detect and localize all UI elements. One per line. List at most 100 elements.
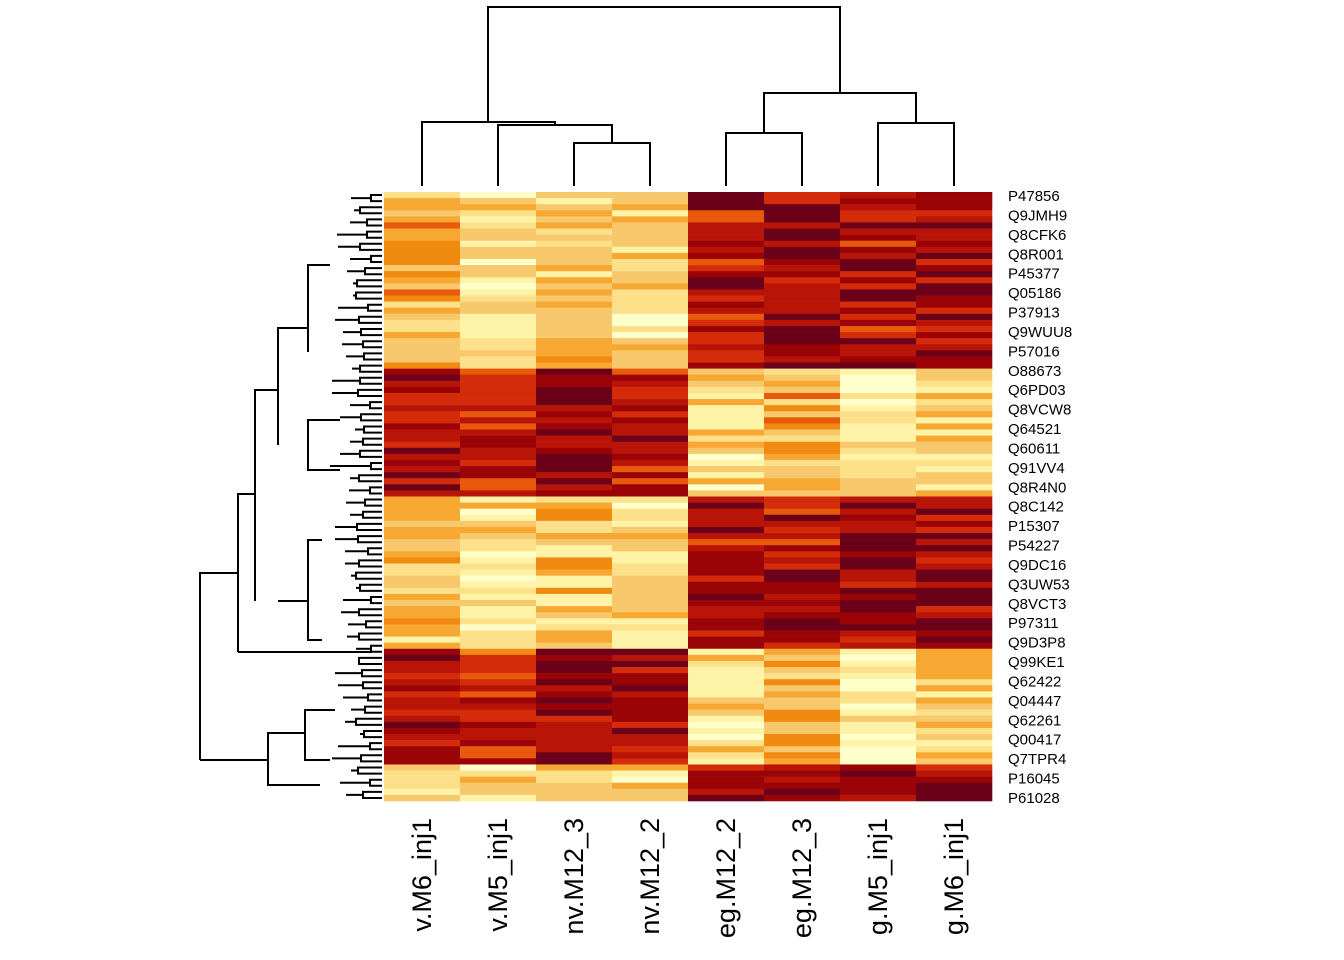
heatmap-cell	[916, 642, 993, 650]
heatmap-cell	[688, 222, 765, 229]
heatmap-cell	[460, 307, 537, 315]
heatmap-cell	[536, 350, 613, 357]
col-label: v.M6_inj1	[407, 818, 437, 932]
row-label: Q9DC16	[1008, 557, 1066, 574]
heatmap-cell	[688, 520, 765, 528]
heatmap-cell	[764, 429, 841, 436]
heatmap-cell	[688, 472, 765, 479]
heatmap-cell	[536, 764, 613, 771]
heatmap-cell	[764, 313, 841, 321]
heatmap-cell	[916, 734, 993, 741]
heatmap-cell	[840, 575, 917, 583]
heatmap-cell	[840, 697, 917, 704]
dendrogram-leaf-branch	[370, 462, 382, 471]
heatmap-cell	[840, 271, 917, 278]
dendrogram-leaf-branch	[359, 376, 382, 385]
heatmap-cell	[384, 417, 461, 424]
heatmap-cell	[384, 764, 461, 771]
heatmap-cell	[916, 581, 993, 589]
row-label: Q8R4N0	[1008, 479, 1066, 496]
heatmap-cell	[460, 648, 537, 656]
heatmap-cell	[916, 721, 993, 729]
heatmap-cell	[384, 392, 461, 400]
heatmap-cell	[688, 721, 765, 729]
heatmap-cell	[916, 557, 993, 564]
heatmap-cell	[536, 405, 613, 412]
heatmap-cell	[460, 198, 537, 205]
heatmap-cell	[764, 764, 841, 771]
heatmap-cells	[384, 192, 993, 802]
heatmap-cell	[840, 441, 917, 449]
heatmap-cell	[840, 642, 917, 650]
heatmap-cell	[612, 447, 689, 455]
heatmap-cell	[384, 380, 461, 388]
heatmap-cell	[384, 508, 461, 516]
heatmap-cell	[384, 514, 461, 522]
heatmap-cell	[612, 618, 689, 625]
row-label: Q60611	[1008, 441, 1060, 458]
heatmap-cell	[612, 740, 689, 747]
dendrogram-leaf-branch	[357, 535, 382, 544]
heatmap-cell	[840, 533, 917, 540]
heatmap-cell	[916, 435, 993, 442]
heatmap-cell	[764, 502, 841, 509]
heatmap-cell	[384, 368, 461, 375]
heatmap-cell	[384, 715, 461, 723]
heatmap-cell	[916, 545, 993, 552]
heatmap-cell	[764, 526, 841, 534]
heatmap-cell	[612, 600, 689, 607]
heatmap-cell	[612, 453, 689, 461]
heatmap-cell	[460, 313, 537, 321]
heatmap-cell	[612, 216, 689, 223]
heatmap-cell	[916, 667, 993, 674]
heatmap-cell	[460, 636, 537, 643]
heatmap-cell	[536, 423, 613, 430]
heatmap-cell	[612, 338, 689, 345]
heatmap-cell	[612, 624, 689, 631]
heatmap-cell	[764, 332, 841, 339]
heatmap-cell	[764, 307, 841, 315]
heatmap-cell	[840, 472, 917, 479]
heatmap-cell	[840, 380, 917, 388]
row-label: P57016	[1008, 343, 1060, 360]
heatmap-cell	[384, 246, 461, 254]
heatmap-cell	[916, 283, 993, 290]
heatmap-cell	[916, 356, 993, 363]
heatmap-cell	[688, 258, 765, 266]
heatmap-cell	[612, 697, 689, 704]
heatmap-cell	[840, 746, 917, 753]
heatmap-cell	[384, 356, 461, 363]
heatmap-cell	[384, 332, 461, 339]
heatmap-cell	[688, 429, 765, 436]
heatmap-cell	[840, 258, 917, 266]
heatmap-cell	[764, 301, 841, 309]
heatmap-cell	[688, 198, 765, 205]
dendrogram-leaf-branch	[357, 766, 382, 775]
heatmap-cell	[460, 496, 537, 503]
heatmap-cell	[460, 715, 537, 723]
heatmap-cell	[460, 709, 537, 717]
heatmap-cell	[840, 417, 917, 424]
heatmap-cell	[536, 380, 613, 388]
row-label: P16045	[1008, 771, 1060, 788]
heatmap-cell	[384, 289, 461, 296]
heatmap-cell	[916, 630, 993, 637]
heatmap-cell	[460, 587, 537, 595]
heatmap-cell	[384, 746, 461, 753]
heatmap-cell	[460, 423, 537, 430]
heatmap-cell	[916, 569, 993, 576]
heatmap-cell	[840, 520, 917, 528]
heatmap-cell	[460, 472, 537, 479]
heatmap-cell	[916, 496, 993, 503]
heatmap-cell	[764, 703, 841, 710]
heatmap-cell	[536, 459, 613, 467]
heatmap-cell	[612, 587, 689, 595]
heatmap-cell	[460, 727, 537, 735]
dendrogram-leaf-branch	[370, 194, 382, 203]
heatmap-cell	[916, 368, 993, 375]
dendrogram-leaf-branch	[367, 547, 382, 556]
heatmap-cell	[536, 752, 613, 759]
dendrogram-leaf-branch	[367, 303, 382, 312]
heatmap-cell	[916, 258, 993, 266]
heatmap-cell	[536, 271, 613, 278]
